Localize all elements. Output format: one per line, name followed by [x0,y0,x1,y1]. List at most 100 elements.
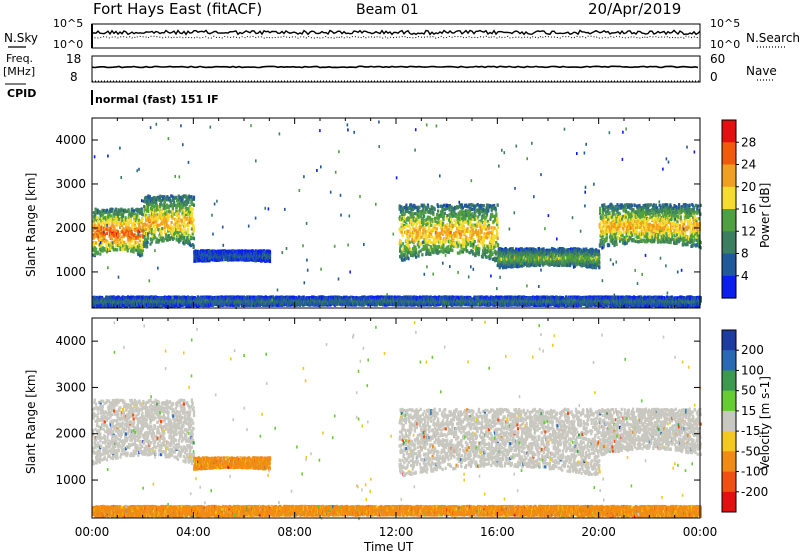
power-echo-cell [606,236,608,239]
power-echo-cell [419,231,421,234]
power-echo-cell [187,228,189,231]
power-echo-cell [539,264,541,267]
power-echo-cell [402,234,404,237]
power-echo-cell [193,204,195,207]
power-echo-cell [486,256,488,259]
power-echo-cell [418,245,420,248]
power-echo-cell [191,212,193,215]
power-echo-cell [432,211,434,214]
power-echo-cell [193,246,195,249]
power-echo-cell [187,231,189,234]
power-echo-cell [487,209,489,212]
power-echo-cell [133,215,135,218]
power-echo-cell [182,209,184,212]
power-echo-cell [147,207,149,210]
power-echo-cell [468,203,470,206]
power-echo-cell [406,235,408,238]
power-echo-cell [106,232,108,235]
freq-series [92,66,698,67]
power-echo-cell [456,236,458,239]
power-echo-cell [491,253,493,256]
power-echo-cell [488,226,490,229]
power-echo-cell [450,218,452,221]
power-echo-cell [115,208,117,211]
power-echo-cell [482,256,484,259]
power-echo-cell [402,242,404,245]
power-echo-cell [133,250,135,253]
power-echo-cell [430,241,432,244]
power-echo-cell [598,250,600,253]
power-echo-cell [161,227,163,230]
power-echo-cell [97,251,99,254]
power-echo-cell [497,226,499,229]
power-echo-cell [117,208,119,211]
power-echo-band-2 [193,249,271,263]
power-echo-cell [119,226,121,229]
power-echo-cell [108,219,110,222]
noise-sky-series [92,30,700,34]
power-echo-cell [403,216,405,219]
power-echo-cell [173,237,175,240]
power-echo-cell [96,216,98,219]
power-echo-cell [411,238,413,241]
power-echo-cell [429,217,431,220]
power-echo-cell [600,222,602,225]
power-echo-cell [408,225,410,228]
power-echo-cell [133,212,135,215]
power-echo-cell [495,209,497,212]
power-echo-cell [407,230,409,233]
power-echo-cell [175,196,177,199]
power-echo-cell [193,196,195,199]
power-echo-cell [185,223,187,226]
power-echo-cell [192,232,194,235]
power-echo-cell [423,234,425,237]
power-echo-cell [470,220,472,223]
power-echo-cell [426,222,428,225]
power-echo-cell [99,238,101,241]
power-echo-cell [108,223,110,226]
noise-panel-frame [92,24,700,48]
power-echo-cell [460,234,462,237]
power-echo-cell [100,228,102,231]
power-echo-cell [446,214,448,217]
power-echo-cell [419,210,421,213]
power-echo-cell [462,206,464,209]
power-echo-cell [164,197,166,200]
power-echo-cell [478,247,480,250]
power-echo-cell [178,222,180,225]
power-echo-cell [422,208,424,211]
power-echo-cell [467,227,469,230]
power-echo-cell [484,224,486,227]
power-echo-cell [133,209,135,212]
power-echo-cell [443,215,445,218]
power-echo-cell [486,236,488,239]
power-echo-cell [483,204,485,207]
power-echo-cell [417,234,419,237]
power-echo-cell [450,231,452,234]
power-echo-cell [193,219,195,222]
power-echo-cell [484,220,486,223]
power-echo-cell [497,237,499,240]
power-echo-cell [487,246,489,249]
power-echo-cell [171,221,173,224]
power-echo-cell [110,214,112,217]
power-echo-cell [147,241,149,244]
power-echo-cell [169,215,171,218]
power-echo-cell [598,256,600,259]
power-echo-cell [145,228,147,231]
power-echo-cell [177,231,179,234]
power-echo-cell [436,227,438,230]
power-echo-band-4 [497,247,600,269]
power-echo-cell [173,201,175,204]
power-echo-cell [415,251,417,254]
power-echo-cell [598,253,600,256]
power-echo-cell [418,216,420,219]
power-echo-cell [190,236,192,239]
power-echo-cell [404,226,406,229]
power-echo-cell [122,214,124,217]
power-echo-cell [415,256,417,259]
power-echo-cell [103,236,105,239]
power-echo-cell [269,251,271,254]
power-echo-cell [527,253,529,256]
power-echo-cell [167,218,169,221]
